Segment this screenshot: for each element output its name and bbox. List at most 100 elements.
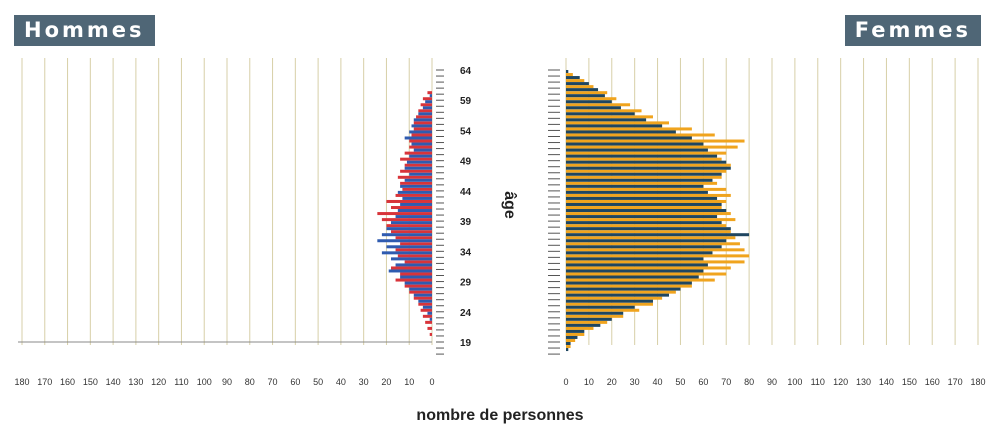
right-tick-label: 140 <box>879 377 894 387</box>
hommes-bar <box>418 299 432 303</box>
age-axis-label: âge <box>501 191 518 219</box>
hommes-bar <box>386 199 432 203</box>
femmes-bar <box>566 251 713 255</box>
hommes-bar <box>377 212 432 216</box>
right-tick-label: 90 <box>767 377 777 387</box>
hommes-bar <box>427 311 432 315</box>
femmes-bars <box>566 70 750 352</box>
hommes-bar <box>397 254 432 258</box>
right-tick-label: 20 <box>607 377 617 387</box>
femmes-bar <box>566 245 722 249</box>
femmes-bar <box>566 257 704 261</box>
femmes-bar <box>566 175 722 179</box>
hommes-bar <box>411 133 432 137</box>
femmes-bar <box>566 314 624 318</box>
femmes-bar <box>566 142 704 146</box>
femmes-bar <box>566 196 718 200</box>
femmes-bar <box>566 100 612 104</box>
femmes-bar <box>566 299 653 303</box>
right-tick-label: 50 <box>675 377 685 387</box>
hommes-bar <box>422 106 432 110</box>
hommes-bar <box>413 127 432 131</box>
femmes-bar <box>566 296 663 300</box>
hommes-bar <box>400 169 432 173</box>
hommes-bar <box>395 278 432 282</box>
left-tick-label: 10 <box>404 377 414 387</box>
femmes-bar <box>566 115 653 119</box>
femmes-bar <box>566 323 601 327</box>
age-tick-label: 59 <box>460 96 472 107</box>
left-tick-label: 170 <box>37 377 52 387</box>
femmes-bar <box>566 112 635 116</box>
femmes-bar <box>566 287 681 291</box>
left-tick-label: 70 <box>268 377 278 387</box>
hommes-bar <box>404 178 432 182</box>
femmes-bar <box>566 181 718 185</box>
femmes-title: Femmes <box>844 15 981 46</box>
femmes-bar <box>566 199 727 203</box>
hommes-bar <box>409 287 432 291</box>
femmes-bar <box>566 308 640 312</box>
hommes-bar <box>413 296 432 300</box>
hommes-bar <box>395 263 432 267</box>
femmes-bar <box>566 202 722 206</box>
left-tick-label: 50 <box>313 377 323 387</box>
femmes-bar <box>566 106 621 110</box>
age-tick-label: 49 <box>460 157 472 168</box>
hommes-bar <box>400 275 432 279</box>
femmes-bar <box>566 109 642 113</box>
femmes-bar <box>566 254 750 258</box>
right-tick-label: 130 <box>856 377 871 387</box>
femmes-bar <box>566 230 731 234</box>
femmes-bar <box>566 88 599 92</box>
femmes-bar <box>566 290 676 294</box>
right-tick-label: 80 <box>744 377 754 387</box>
hommes-bar <box>404 260 432 264</box>
left-tick-label: 60 <box>290 377 300 387</box>
hommes-bar <box>409 172 432 176</box>
hommes-bar <box>402 187 432 191</box>
right-tick-labels: 0 10 20 30 40 50 60 70 80 90 100 110 120 130 140 150 160… <box>563 377 985 387</box>
femmes-bar <box>566 326 594 330</box>
femmes-bar <box>566 212 731 216</box>
femmes-bar <box>566 118 647 122</box>
femmes-bar <box>566 157 722 161</box>
hommes-bar <box>404 136 432 140</box>
femmes-bar <box>566 130 676 134</box>
left-tick-label: 40 <box>336 377 346 387</box>
femmes-bar <box>566 317 612 321</box>
right-tick-label: 170 <box>948 377 963 387</box>
hommes-bar <box>400 202 432 206</box>
age-tick-label: 29 <box>460 278 472 289</box>
hommes-bar <box>409 130 432 134</box>
age-tick-label: 44 <box>460 187 472 198</box>
right-tick-label: 110 <box>811 377 825 387</box>
hommes-bar <box>429 94 432 98</box>
left-tick-label: 100 <box>197 377 212 387</box>
hommes-bar <box>409 145 432 149</box>
hommes-bar <box>397 209 432 213</box>
left-tick-label: 20 <box>381 377 391 387</box>
hommes-bar <box>395 215 432 219</box>
hommes-bar <box>391 230 432 234</box>
femmes-bar <box>566 215 718 219</box>
femmes-bar <box>566 224 727 228</box>
femmes-bar <box>566 339 576 342</box>
femmes-bar <box>566 148 708 152</box>
right-tick-label: 70 <box>721 377 731 387</box>
femmes-bar <box>566 187 727 191</box>
hommes-bar <box>420 308 432 312</box>
age-tick-label: 19 <box>460 338 472 349</box>
hommes-bar <box>400 272 432 276</box>
femmes-bar <box>566 91 608 95</box>
left-tick-label: 130 <box>128 377 143 387</box>
femmes-bar <box>566 124 663 128</box>
femmes-bar <box>566 275 699 279</box>
femmes-bar <box>566 73 573 77</box>
hommes-bar <box>413 121 432 125</box>
femmes-bar <box>566 169 727 173</box>
hommes-bar <box>409 139 432 143</box>
femmes-bar <box>566 151 727 155</box>
age-tick-label: 54 <box>460 126 472 137</box>
